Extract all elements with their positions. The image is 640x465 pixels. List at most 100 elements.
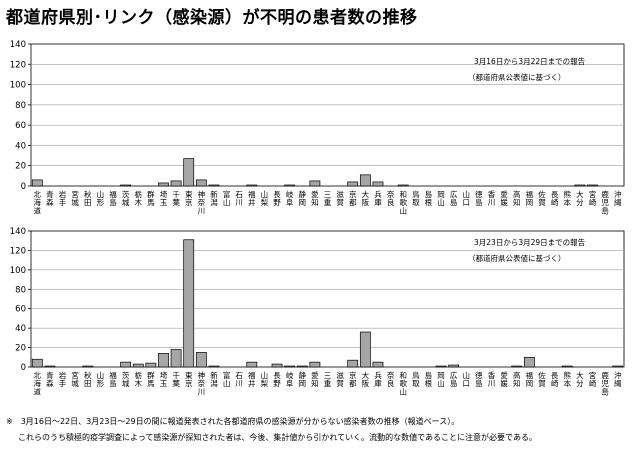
c1-y-tick-label: 120 bbox=[10, 60, 26, 70]
c2-annotation-line: 3月23日から3月29日までの報告 bbox=[474, 237, 586, 247]
c1-category-label: 群馬 bbox=[147, 189, 155, 207]
c2-category-label: 群馬 bbox=[147, 370, 155, 388]
chart-mar16-22-svg: 0 20 40 60 80 100 120 140 北海道青森岩手宮城秋田山形福島茨城栃木群馬埼… bbox=[10, 40, 625, 215]
c2-category-label: 栃木 bbox=[134, 370, 142, 388]
c2-category-label: 長崎 bbox=[551, 371, 559, 388]
c1-category-label: 鳥取 bbox=[412, 189, 420, 207]
c2-bar bbox=[309, 361, 321, 368]
c1-plot-frame bbox=[30, 43, 625, 187]
c2-bar bbox=[158, 353, 169, 368]
c1-category-label: 宮城 bbox=[71, 189, 79, 207]
c2-bar bbox=[448, 364, 460, 368]
c2-category-label: 島根 bbox=[425, 370, 433, 388]
c1-category-label: 岐阜 bbox=[286, 189, 294, 207]
c1-bar bbox=[587, 184, 598, 187]
c1-bar bbox=[372, 181, 384, 187]
c2-bar bbox=[31, 358, 43, 368]
c1-category-label: 岩手 bbox=[59, 189, 67, 207]
c1-y-tick-label: 80 bbox=[15, 101, 26, 111]
c1-category-label: 宮崎 bbox=[589, 189, 597, 207]
c1-category-label: 香川 bbox=[488, 189, 496, 207]
c2-category-label: 鹿児島 bbox=[601, 370, 609, 396]
c1-category-label: 茨城 bbox=[122, 189, 130, 207]
c1-bar bbox=[158, 182, 169, 187]
c1-category-label: 島根 bbox=[425, 189, 433, 207]
c1-y-tick-label: 100 bbox=[10, 81, 26, 91]
c2-bar bbox=[511, 365, 523, 368]
c1-bar bbox=[195, 179, 207, 187]
c2-category-label: 埼玉 bbox=[160, 370, 168, 388]
c1-category-label: 石川 bbox=[235, 190, 243, 207]
c2-category-label: 大分 bbox=[576, 370, 584, 388]
c1-bar bbox=[208, 184, 220, 187]
c2-bar bbox=[347, 359, 359, 368]
c2-category-label: 福島 bbox=[109, 371, 117, 388]
c2-category-label: 静岡 bbox=[299, 370, 307, 388]
c2-category-label: 和歌山 bbox=[399, 371, 407, 396]
c2-category-label: 香川 bbox=[488, 370, 496, 388]
c2-plot-frame bbox=[30, 230, 625, 368]
c1-category-label: 徳島 bbox=[475, 189, 483, 207]
c1-bar bbox=[31, 179, 43, 187]
c2-category-label: 岐阜 bbox=[286, 370, 294, 388]
c2-category-label: 滋賀 bbox=[336, 370, 344, 388]
c1-category-label: 新潟 bbox=[210, 189, 218, 207]
c1-category-label: 静岡 bbox=[299, 189, 307, 207]
c2-bar bbox=[145, 362, 157, 368]
c1-category-label: 熊本 bbox=[563, 189, 571, 207]
c1-category-label: 大分 bbox=[576, 189, 584, 207]
c2-bar bbox=[561, 365, 573, 368]
c2-category-label: 東京 bbox=[185, 370, 193, 388]
c1-annotation-line: （都道府県公表値に基づく） bbox=[468, 72, 566, 82]
c2-category-label: 長野 bbox=[273, 371, 281, 388]
c1-bar bbox=[397, 184, 409, 187]
c1-category-label: 和歌山 bbox=[399, 190, 407, 215]
footnote-reporting-basis: ※ 3月16日～22日、3月23日～29日の間に報道発表された各都道府県の感染源… bbox=[6, 417, 460, 426]
c2-category-label: 山口 bbox=[463, 370, 471, 388]
c2-bar bbox=[82, 365, 94, 368]
c2-category-label: 大阪 bbox=[362, 370, 370, 388]
c1-y-tick-label: 0 bbox=[21, 182, 26, 192]
c2-category-label: 奈良 bbox=[387, 370, 395, 388]
chart-mar16-22: 0 20 40 60 80 100 120 140 北海道 青森 岩手 宮城 秋田 山形 福島 茨城 栃木 群馬埼… bbox=[6, 30, 634, 222]
c1-category-label: 愛媛 bbox=[500, 189, 508, 207]
c2-category-label: 岩手 bbox=[59, 370, 67, 388]
c1-bar bbox=[574, 184, 586, 187]
c1-category-label: 福岡 bbox=[526, 190, 534, 207]
c1-bar bbox=[359, 174, 371, 187]
c1-bar bbox=[120, 184, 132, 187]
chart-mar23-29: 0 20 40 60 80 100 120 140 北海道 青森 岩手 宮城 秋田 山形 福島 茨城 栃木 群馬埼… bbox=[6, 225, 634, 405]
c1-y-tick-label: 60 bbox=[15, 121, 26, 131]
c1-category-label: 青森 bbox=[46, 189, 54, 207]
c2-y-tick-label: 40 bbox=[15, 324, 26, 334]
c1-category-label: 福井 bbox=[248, 190, 256, 207]
c1-category-label: 山形 bbox=[97, 189, 105, 207]
c2-category-label: 山梨 bbox=[261, 370, 269, 388]
c1-category-label: 富山 bbox=[223, 189, 231, 207]
footnote-caveat: これらのうち積極的疫学調査によって感染源が探知された者は、今後、集計値から引かれ… bbox=[18, 433, 537, 442]
c1-category-label: 大阪 bbox=[362, 189, 370, 207]
c1-category-label: 栃木 bbox=[134, 189, 142, 207]
c2-category-label: 京都 bbox=[349, 370, 357, 388]
c2-category-label: 広島 bbox=[450, 370, 458, 388]
c2-bar bbox=[296, 365, 308, 368]
c1-bar bbox=[183, 158, 195, 187]
c2-bar bbox=[132, 363, 144, 368]
c2-category-label: 神奈川 bbox=[198, 370, 206, 396]
c1-category-label: 長野 bbox=[273, 190, 281, 207]
c1-category-label: 滋賀 bbox=[336, 189, 344, 207]
c1-category-label: 東京 bbox=[185, 189, 193, 207]
c1-category-label: 鹿児島 bbox=[601, 189, 609, 215]
c2-category-label: 高知 bbox=[513, 370, 521, 388]
c2-category-label: 岡山 bbox=[437, 371, 445, 388]
c2-bar bbox=[271, 363, 283, 368]
c2-category-label: 熊本 bbox=[563, 370, 571, 388]
c1-annotation-line: 3月16日から3月22日までの報告 bbox=[474, 56, 586, 66]
c1-category-label: 沖縄 bbox=[614, 189, 622, 207]
c2-category-label: 三重 bbox=[324, 371, 332, 388]
c1-category-label: 山梨 bbox=[261, 189, 269, 207]
c1-category-label: 兵庫 bbox=[374, 189, 382, 207]
c2-category-label: 秋田 bbox=[84, 370, 92, 388]
page-title: 都道府県別･リンク（感染源）が不明の患者数の推移 bbox=[6, 8, 418, 28]
c2-bar bbox=[246, 361, 258, 368]
